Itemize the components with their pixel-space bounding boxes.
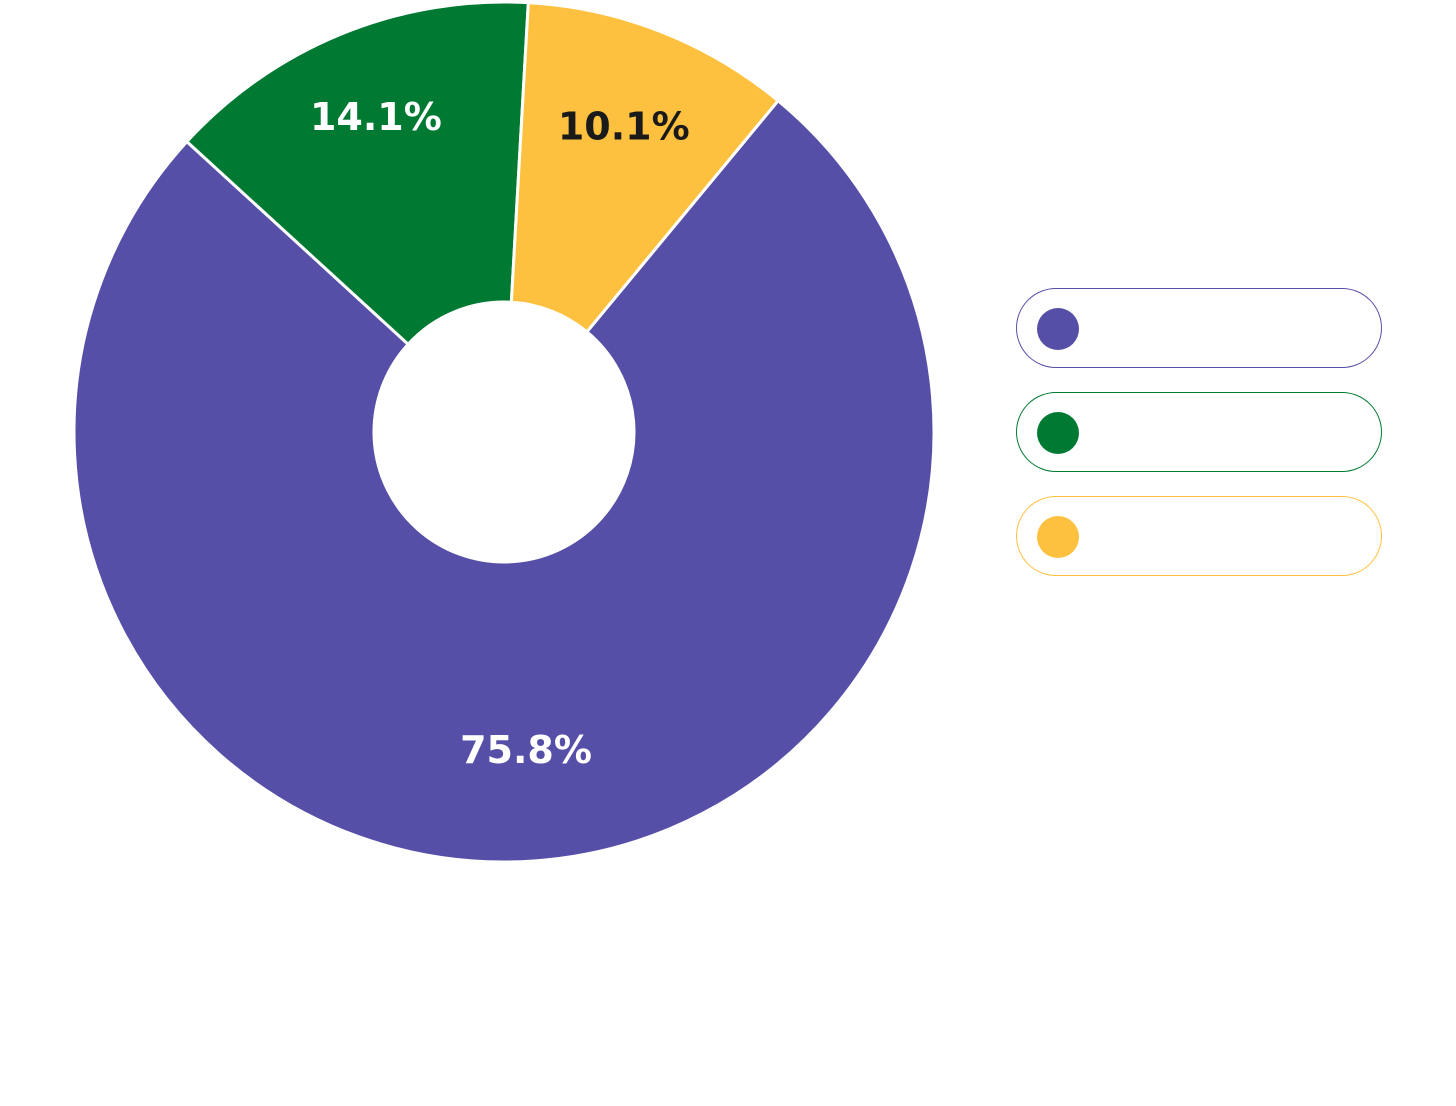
chart-legend: Remote – 75.8% Hybrid – 14.1% Office – 1…	[1016, 288, 1382, 600]
slice-label-hybrid: 14.1%	[310, 95, 442, 139]
slice-office	[509, 1, 781, 334]
legend-swatch-hybrid	[1037, 412, 1079, 454]
chart-footnote: Remote work continues to dominate the su…	[0, 950, 1456, 1106]
legend-label-hybrid: Hybrid – 14.1%	[1101, 416, 1315, 449]
legend-label-office: Office – 10.1%	[1101, 520, 1305, 553]
slice-label-office: 10.1%	[558, 105, 690, 149]
legend-item-hybrid: Hybrid – 14.1%	[1016, 392, 1382, 472]
slice-remote	[72, 98, 936, 864]
footnote-line-1: Remote work continues to dominate the su…	[3, 957, 1453, 1047]
donut-labels: 75.8% 14.1% 10.1%	[310, 95, 690, 772]
footnote-line-2: while hybrid and office arrangements mak…	[210, 1061, 1246, 1099]
legend-item-office: Office – 10.1%	[1016, 496, 1382, 576]
legend-label-remote: Remote – 75.8%	[1101, 312, 1330, 345]
donut-chart: 75.8% 14.1% 10.1%	[72, 0, 936, 864]
slice-label-remote: 75.8%	[460, 728, 592, 772]
legend-item-remote: Remote – 75.8%	[1016, 288, 1382, 368]
slice-hybrid	[184, 0, 530, 347]
legend-swatch-office	[1037, 516, 1079, 558]
legend-swatch-remote	[1037, 308, 1079, 350]
donut-slices	[72, 0, 936, 864]
